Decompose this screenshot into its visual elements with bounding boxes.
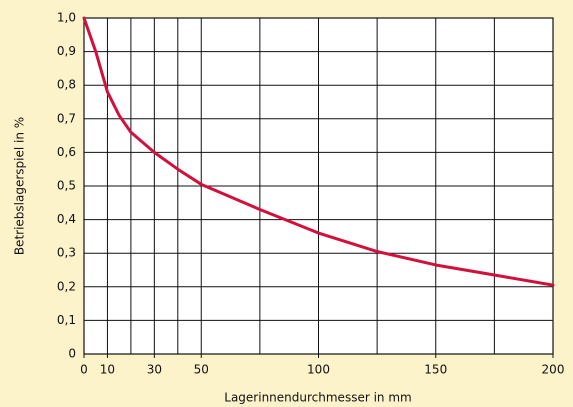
x-tick-label: 10 (100, 363, 115, 377)
y-tick-label: 0,1 (57, 313, 76, 327)
x-axis-label: Lagerinnendurchmesser in mm (224, 391, 411, 405)
y-tick-label: 1,0 (57, 11, 76, 25)
plot-border (83, 17, 554, 355)
y-tick-label: 0,4 (57, 212, 76, 226)
y-axis-label: Betriebslagerspiel in % (13, 117, 27, 255)
y-tick-label: 0,8 (57, 78, 76, 92)
x-tick-label: 100 (307, 363, 330, 377)
y-tick-label: 0 (68, 347, 76, 361)
x-tick-label: 0 (80, 363, 88, 377)
y-tick-label: 0,5 (57, 179, 76, 193)
line-series (82, 16, 555, 287)
y-tick-label: 0,3 (57, 246, 76, 260)
y-tick-label: 0,2 (57, 279, 76, 293)
x-tick-label: 150 (424, 363, 447, 377)
x-tick-label: 200 (542, 363, 565, 377)
y-tick-label: 0,9 (57, 44, 76, 58)
y-tick-label: 0,7 (57, 111, 76, 125)
y-tick-label: 0,6 (57, 145, 76, 159)
x-tick-label: 30 (147, 363, 162, 377)
x-tick-label: 50 (194, 363, 209, 377)
